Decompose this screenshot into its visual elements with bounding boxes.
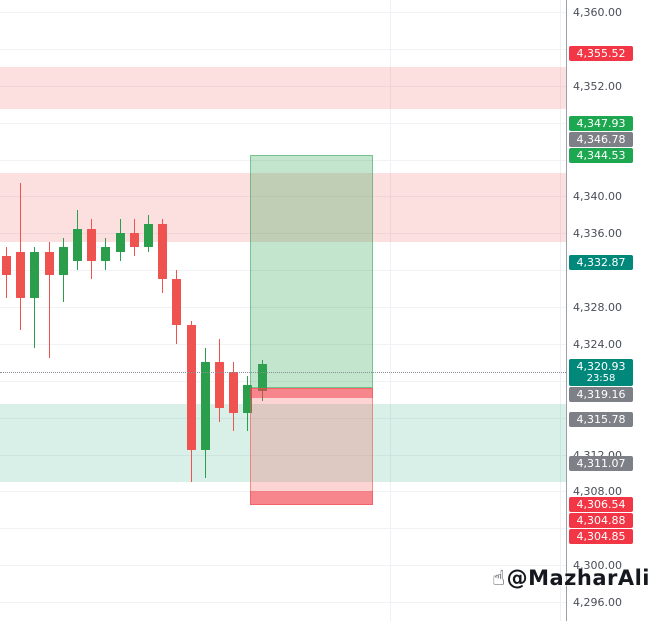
price-badge-value: 4,319.16 [576,387,626,401]
price-gridline [0,159,566,161]
price-badge: 4,304.85 [569,529,633,545]
candle-body [257,364,267,391]
candle-wick [48,242,50,358]
time-gridline [560,0,561,621]
axis-price-label: 4,352.00 [573,79,622,93]
chart-area[interactable] [0,0,566,621]
candle-body [129,233,139,248]
candle-body [2,256,11,275]
axis-price-label: 4,296.00 [573,596,622,609]
price-badge-value: 4,320.93 [576,359,626,373]
price-badge: 4,320.93 23:58 [569,358,633,386]
axis-price-label: 4,300.00 [573,559,622,573]
position-accent-strip [250,491,373,505]
candle-countdown: 23:58 [586,372,616,384]
price-badge: 4,319.16 [569,386,633,402]
price-badge-value: 4,344.53 [576,148,626,162]
price-badge: 4,311.07 [569,455,633,471]
price-gridline [0,380,566,382]
price-badge-value: 4,332.87 [576,255,626,269]
candle-body [144,224,153,248]
candle-body [101,247,111,261]
candle-body [87,228,97,261]
price-gridline [0,12,566,13]
price-gridline [0,85,566,87]
axis-price-label: 4,360.00 [573,6,622,19]
candle-wick [34,247,36,349]
price-gridline [0,417,566,419]
position-accent-strip [250,388,373,399]
current-price-line [0,372,566,374]
price-gridline [0,196,566,198]
axis-price-label: 4,324.00 [573,337,622,351]
candle-body [30,251,40,298]
position-loss-box[interactable] [250,388,373,505]
candle-body [115,233,125,252]
axis-price-label: 4,328.00 [573,301,622,314]
price-zone-demand-lower[interactable] [0,403,566,483]
axis-price-label: 4,340.00 [573,190,622,204]
price-badge-value: 4,304.88 [576,514,626,528]
price-zone-supply-upper[interactable] [0,67,566,109]
watermark: ☝@MazharAli [492,566,650,590]
axis-price-label: 4,336.00 [573,227,622,241]
price-axis[interactable]: 4,360.00 4,352.00 4,340.00 4,336.00 4,328.00… [566,0,654,621]
price-gridline [0,270,566,272]
price-gridline [0,48,566,50]
price-gridline [0,528,566,530]
price-gridline [0,602,566,603]
price-badge: 4,332.87 [569,254,633,270]
price-badge: 4,315.78 [569,412,633,428]
price-badge-value: 4,347.93 [576,116,626,130]
price-badge-value: 4,304.85 [576,530,626,544]
price-gridline [0,307,566,308]
candle-body [200,362,210,450]
price-gridline [0,454,566,456]
price-gridline [0,343,566,345]
price-badge: 4,304.88 [569,513,633,529]
candle-body [186,325,196,450]
time-gridline [390,0,391,621]
candle-body [73,228,82,261]
price-badge: 4,355.52 [569,45,633,61]
candle-body [44,251,54,275]
price-gridline [0,233,566,235]
price-badge-value: 4,355.52 [576,46,626,60]
price-gridline [0,565,566,567]
candle-body [229,371,239,414]
price-badge: 4,347.93 [569,115,633,131]
price-badge-value: 4,311.07 [576,456,626,470]
watermark-text: @MazharAli [506,566,650,590]
price-badge: 4,306.54 [569,497,633,513]
candle-body [58,247,68,275]
price-gridline [0,122,566,124]
price-badge: 4,344.53 [569,147,633,163]
price-badge-value: 4,346.78 [576,132,626,146]
candle-body [215,362,224,409]
candle-body [16,251,26,298]
price-badge-value: 4,315.78 [576,413,626,427]
position-profit-box[interactable] [250,154,373,389]
candle-body [158,224,168,280]
axis-price-label: 4,308.00 [573,485,622,499]
price-badge-value: 4,306.54 [576,498,626,512]
candle-body [243,385,253,414]
price-badge: 4,346.78 [569,131,633,147]
candle-body [172,279,182,326]
pointing-hand-icon: ☝ [492,566,506,590]
